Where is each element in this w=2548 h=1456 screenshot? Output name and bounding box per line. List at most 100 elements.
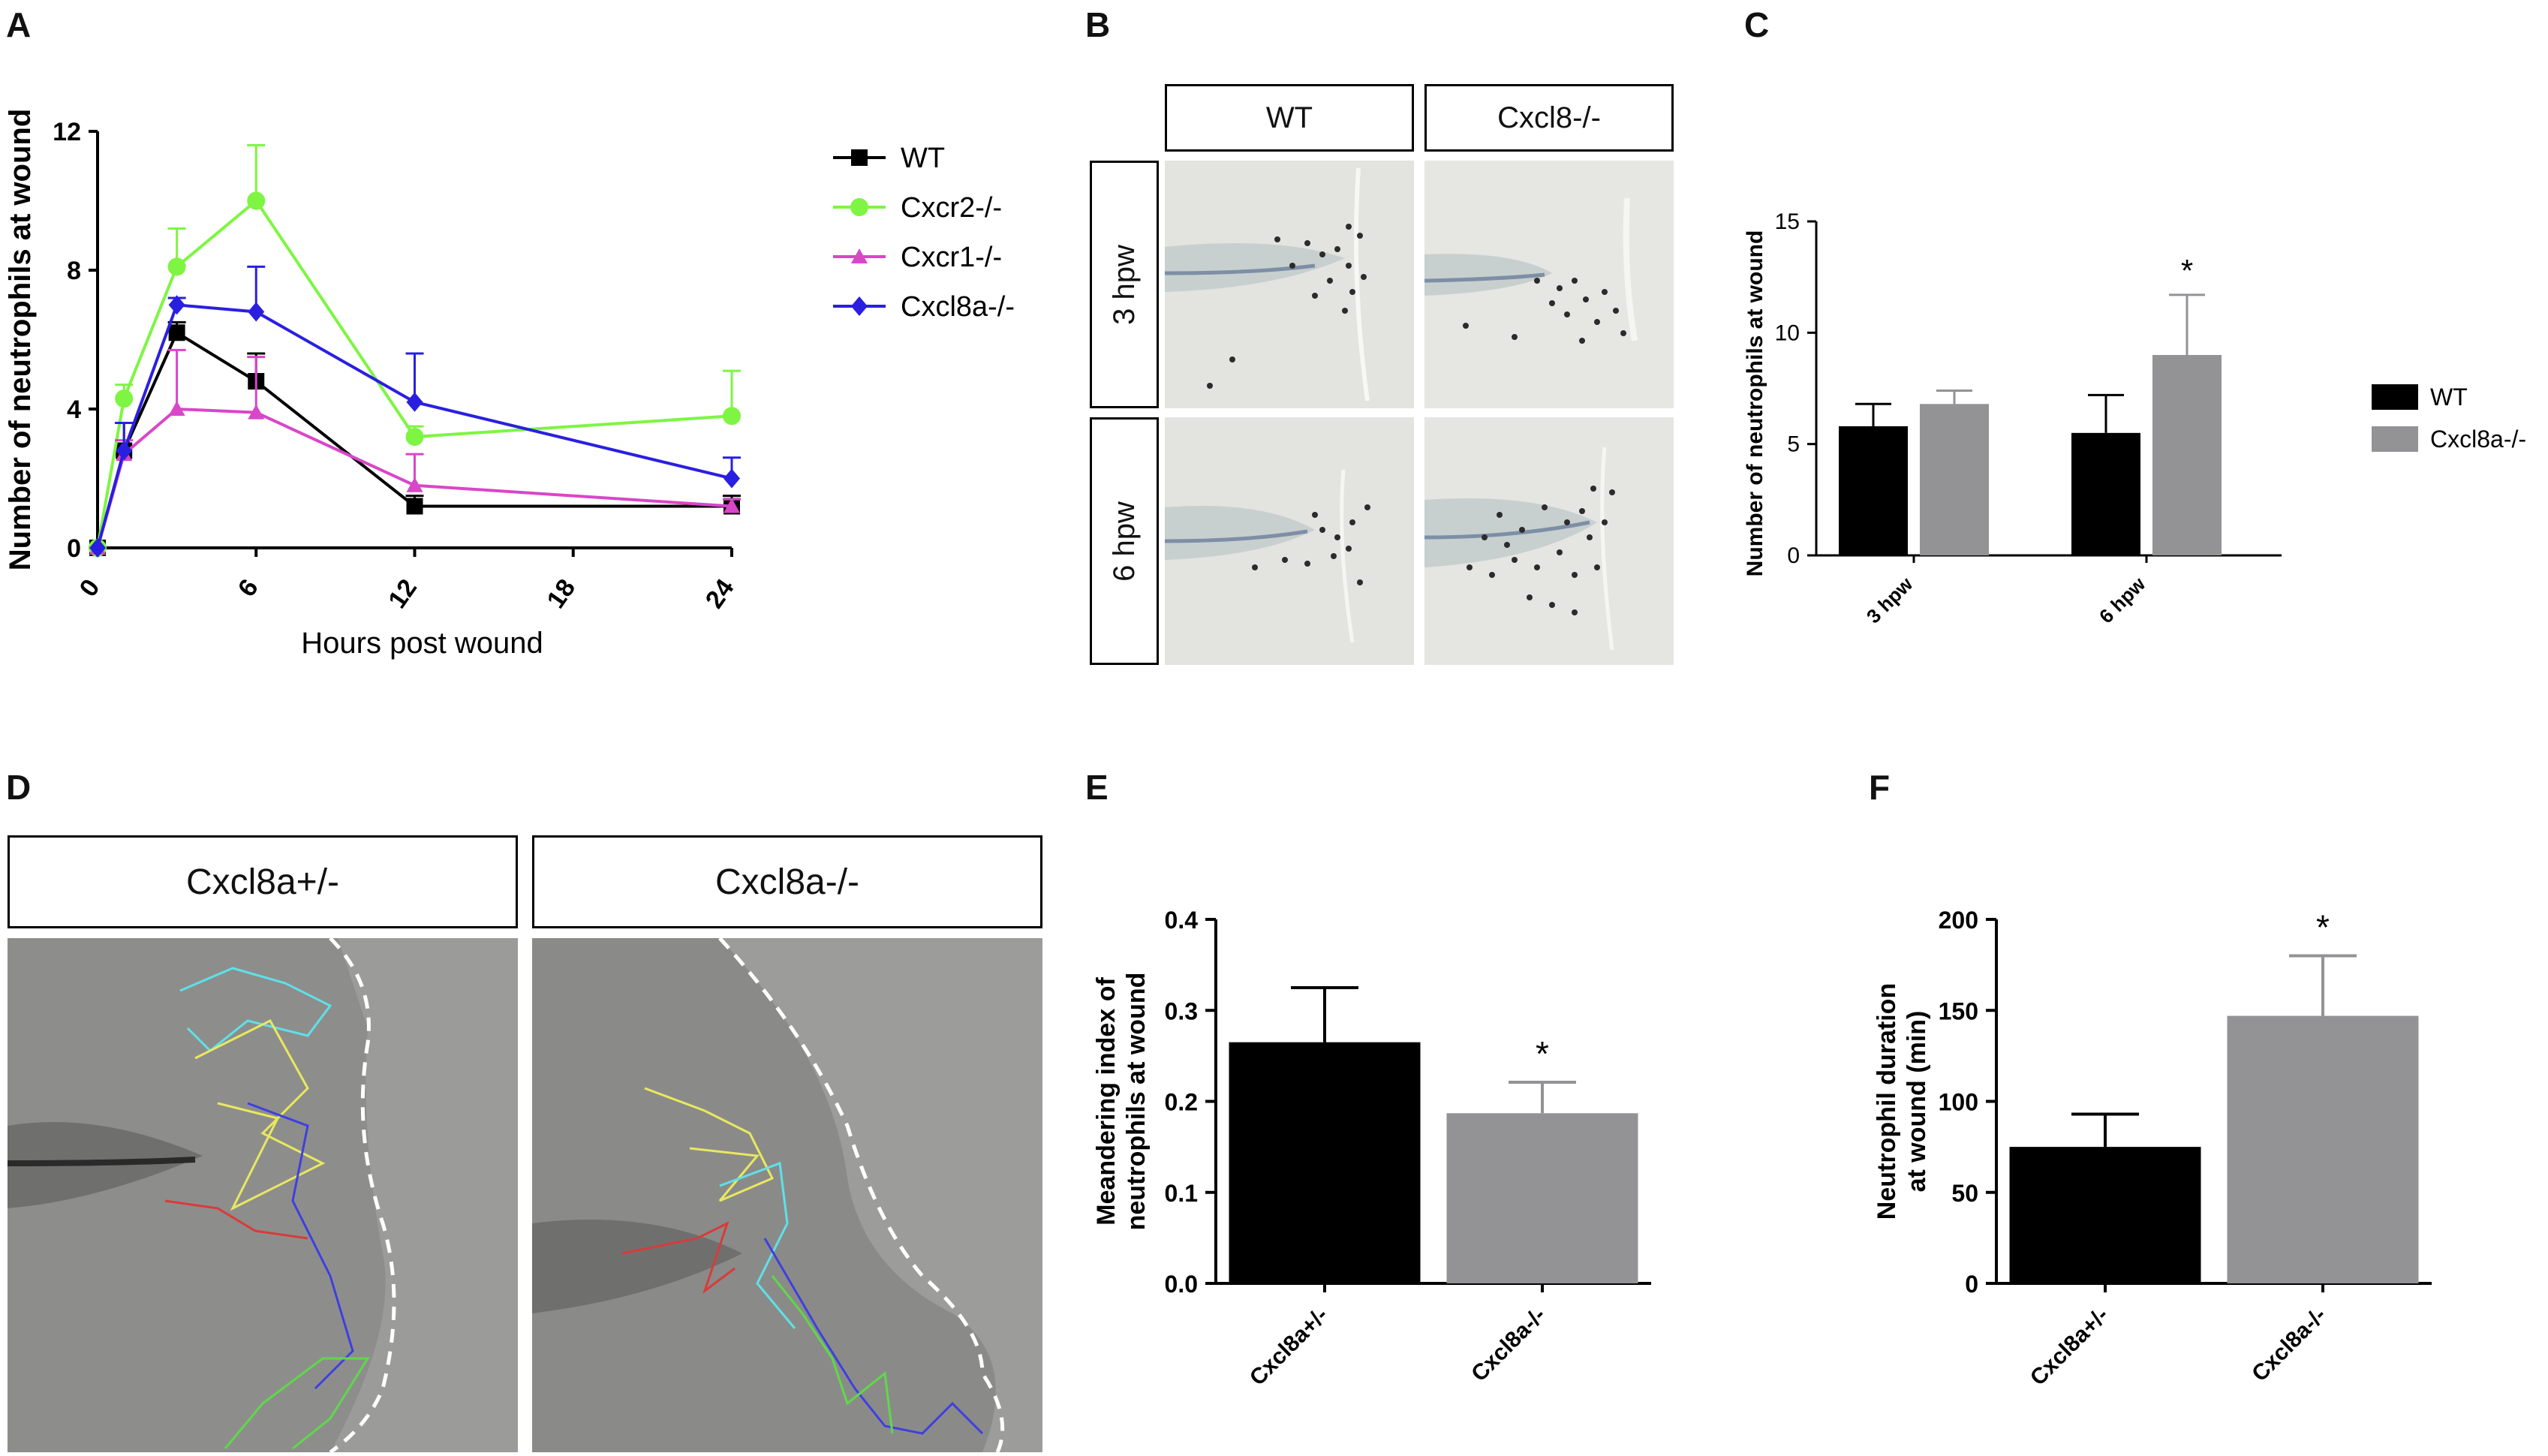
- a-y-tick-label: 8: [67, 257, 81, 285]
- c-legend-label: Cxcl8a-/-: [2430, 426, 2526, 453]
- tracking-image-het: [8, 938, 518, 1452]
- c-bar: [1920, 404, 1989, 555]
- a-x-axis-label: Hours post wound: [301, 627, 543, 660]
- c-y-axis-label: Number of neutrophils at wound: [1743, 230, 1767, 577]
- f-bar: [2009, 1147, 2201, 1283]
- f-y-tick-label: 0: [1965, 1271, 1978, 1298]
- e-x-tick-label: Cxcl8a-/-: [1467, 1303, 1551, 1387]
- a-point: [851, 248, 868, 263]
- panel-d-col-label-het: Cxcl8a+/-: [185, 862, 340, 902]
- c-y-tick-label: 10: [1775, 320, 1800, 345]
- a-point: [168, 324, 185, 341]
- panel-label-e: E: [1085, 768, 1109, 807]
- c-bar: [1839, 426, 1908, 555]
- chart-e: 0.0 0.1 0.2 0.3 0.4 Meandering index of neutro…: [1092, 907, 1651, 1391]
- panel-b-col-header-wt: WT: [1165, 84, 1414, 152]
- panel-d-col-header-het: Cxcl8a+/-: [8, 835, 518, 928]
- a-point: [851, 149, 868, 166]
- e-y-tick-label: 0.2: [1165, 1089, 1198, 1116]
- panel-label-d: D: [6, 768, 32, 807]
- a-point: [406, 498, 423, 515]
- chart-c: 0 5 10 15 Number of neutrophils at wound 3 hp…: [1743, 209, 2526, 627]
- f-y-tick-label: 100: [1939, 1089, 1978, 1116]
- a-point: [168, 295, 185, 315]
- c-bar: [2152, 355, 2222, 555]
- f-x-tick-label: Cxcl8a+/-: [2026, 1303, 2113, 1391]
- a-legend-label: WT: [901, 143, 945, 174]
- f-y-tick-label: 150: [1939, 997, 1978, 1024]
- a-point: [115, 390, 134, 408]
- panel-d-col-header-ko: Cxcl8a-/-: [532, 835, 1042, 928]
- micrograph-cxcl8-3hpw: [1424, 161, 1674, 408]
- panel-b-row-label-6hpw: 6 hpw: [1107, 501, 1141, 582]
- e-y-tick-label: 0.1: [1165, 1180, 1198, 1207]
- a-y-tick-label: 12: [53, 118, 81, 146]
- panel-b-col-header-cxcl8: Cxcl8-/-: [1424, 84, 1674, 152]
- c-x-tick-label: 6 hpw: [2095, 572, 2150, 627]
- panel-label-c: C: [1744, 5, 1770, 44]
- a-y-tick-label: 0: [67, 534, 81, 563]
- f-significance-star: *: [2316, 908, 2330, 947]
- a-legend-label: Cxcl8a-/-: [901, 291, 1015, 323]
- c-y-tick-label: 15: [1775, 209, 1800, 234]
- f-y-tick-label: 50: [1951, 1180, 1978, 1207]
- chart-f: 0 50 100 150 200 Neutrophil duration at wound …: [1873, 907, 2432, 1391]
- a-point: [850, 198, 868, 216]
- a-point: [248, 302, 265, 322]
- c-legend-label: WT: [2430, 384, 2468, 411]
- a-point: [406, 392, 423, 412]
- a-point: [723, 498, 740, 513]
- a-x-tick-label: 24: [700, 574, 740, 614]
- a-x-tick-label: 12: [383, 574, 423, 614]
- panel-b-row-header-3hpw: 3 hpw: [1090, 161, 1159, 408]
- panel-label-b: B: [1085, 5, 1111, 44]
- c-y-tick-label: 5: [1787, 432, 1800, 457]
- c-bar: [2071, 432, 2140, 555]
- a-point: [405, 428, 424, 446]
- a-point: [248, 404, 265, 420]
- a-point: [247, 191, 266, 210]
- e-significance-star: *: [1536, 1034, 1549, 1073]
- f-y-axis-label: Neutrophil duration: [1873, 983, 1901, 1220]
- chart-a: 0 4 8 12 0 6 12 18 24 Hours post wound Number of n…: [4, 109, 1015, 660]
- a-point: [723, 468, 740, 489]
- micrograph-wt-6hpw: [1165, 417, 1414, 665]
- c-significance-star: *: [2181, 253, 2193, 288]
- panel-label-a: A: [6, 5, 32, 44]
- a-point: [851, 296, 868, 316]
- panel-b-col-label-cxcl8: Cxcl8-/-: [1497, 101, 1601, 134]
- c-legend-swatch: [2372, 384, 2418, 410]
- a-point: [116, 441, 133, 461]
- c-y-tick-label: 0: [1787, 543, 1800, 568]
- e-bar: [1229, 1042, 1421, 1283]
- f-y-axis-label: at wound (min): [1903, 1011, 1931, 1193]
- panel-label-f: F: [1869, 768, 1891, 807]
- a-x-tick-label: 18: [541, 574, 581, 614]
- a-y-tick-label: 4: [67, 396, 81, 424]
- panel-b-row-label-3hpw: 3 hpw: [1107, 244, 1141, 325]
- a-series-cxcl8a: [89, 265, 741, 558]
- e-y-axis-label: Meandering index of: [1092, 977, 1121, 1226]
- micrograph-wt-3hpw: [1165, 161, 1414, 408]
- f-bar: [2227, 1015, 2419, 1283]
- e-y-tick-label: 0.0: [1165, 1271, 1198, 1298]
- panel-d-col-label-ko: Cxcl8a-/-: [714, 862, 860, 902]
- e-y-axis-label: neutrophils at wound: [1122, 973, 1151, 1231]
- a-series-line: [96, 303, 733, 549]
- a-point: [167, 257, 186, 276]
- e-bar: [1446, 1113, 1638, 1283]
- panel-b-col-label-wt: WT: [1265, 101, 1313, 134]
- a-point: [723, 407, 741, 426]
- a-x-tick-label: 0: [74, 574, 106, 602]
- micrograph-cxcl8-6hpw: [1424, 417, 1674, 665]
- a-legend-label: Cxcr2-/-: [901, 192, 1002, 224]
- e-y-tick-label: 0.4: [1165, 907, 1199, 934]
- f-x-tick-label: Cxcl8a-/-: [2247, 1303, 2331, 1387]
- a-point: [89, 538, 106, 558]
- a-point: [168, 401, 185, 416]
- a-y-axis-label: Number of neutrophils at wound: [4, 109, 37, 571]
- e-x-tick-label: Cxcl8a+/-: [1245, 1303, 1333, 1391]
- f-y-tick-label: 200: [1939, 907, 1978, 934]
- c-legend-swatch: [2372, 426, 2418, 452]
- panel-b-row-header-6hpw: 6 hpw: [1090, 417, 1159, 665]
